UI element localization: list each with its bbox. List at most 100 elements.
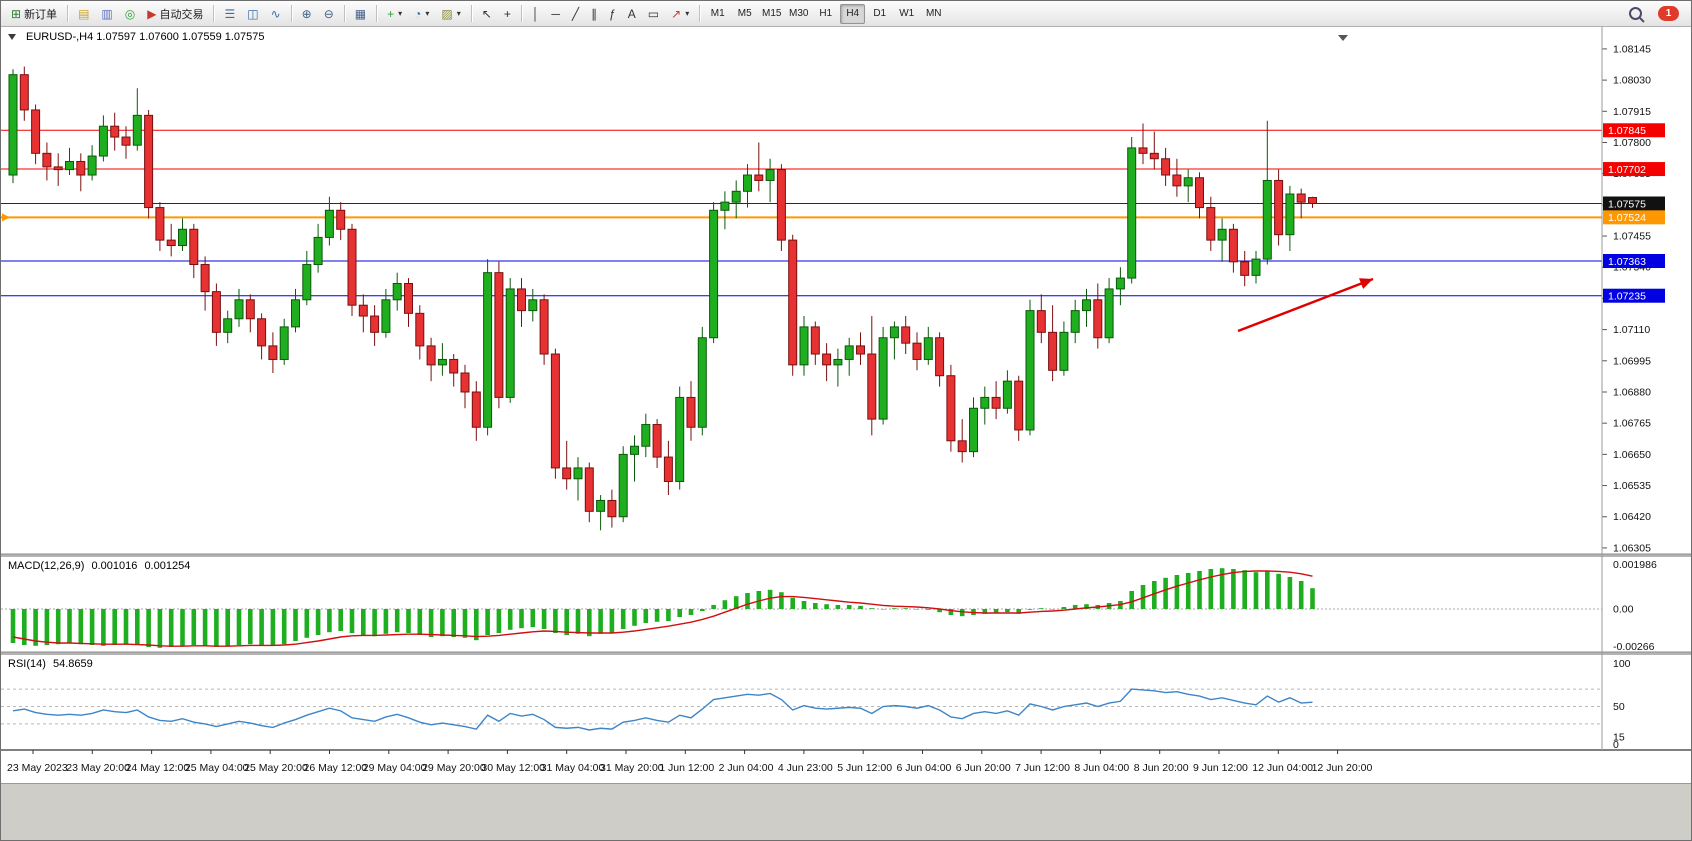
candle [957,419,967,463]
crosshair-button[interactable]: + [499,4,516,24]
timeframe-mn-button[interactable]: MN [921,4,946,24]
macd-histogram-bar [677,609,682,617]
macd-histogram-bar [496,609,502,633]
candle [1161,147,1171,186]
notification-badge[interactable]: 1 [1658,6,1679,21]
candle [539,294,549,365]
price-axis-label: 1.07915 [1613,106,1651,118]
macd-histogram-bar [813,603,818,609]
period-button[interactable]: ◔ ▾ [409,4,434,24]
macd-histogram-bar [1140,585,1146,609]
candle [268,332,278,374]
macd-histogram-bar [733,596,739,609]
candle [1048,305,1058,382]
timeframe-h1-button[interactable]: H1 [813,4,838,24]
candle [709,202,719,344]
timeframe-m15-button[interactable]: M15 [759,4,784,24]
candle [844,337,854,376]
macd-histogram-bar [1005,609,1010,613]
new-order-button[interactable]: ⊞ 新订单 [6,4,62,24]
candle [901,316,911,355]
macd-histogram-bar [1163,577,1168,609]
macd-histogram-bar [372,609,377,637]
candle [1251,250,1261,284]
candle [799,316,809,376]
trend-arrow-annotation[interactable] [1237,277,1374,333]
macd-histogram-bar [44,609,50,645]
macd-histogram-bar [1219,568,1225,609]
macd-histogram-bar [745,593,750,609]
chart-background [1,27,1691,783]
macd-histogram-bar [89,609,95,645]
horizontal-line-button[interactable]: ─ [546,4,565,24]
arrows-button[interactable]: ↗ ▾ [666,4,694,24]
macd-histogram-bar [270,609,276,646]
macd-histogram-bar [982,609,988,614]
macd-histogram-bar [948,609,954,615]
macd-histogram-bar [1253,572,1259,609]
one-click-trading-toggle[interactable] [8,34,16,40]
candle [279,318,289,365]
time-axis-label: 2 Jun 04:00 [719,762,774,774]
market-watch-button[interactable]: ▥ [96,4,117,24]
timeframe-m5-button[interactable]: M5 [732,4,757,24]
macd-histogram-bar [779,592,784,609]
candlestick-chart-button[interactable]: ◫ [242,4,263,24]
bar-chart-button[interactable]: ☰ [219,4,240,24]
candle [946,364,956,452]
autotrading-button[interactable]: ▶ 自动交易 [142,4,208,24]
candle [404,278,413,327]
vertical-line-button[interactable]: │ [527,4,545,24]
rsi-axis-label: 50 [1613,701,1625,713]
candle [223,310,233,344]
macd-histogram-bar [892,608,897,609]
timeframe-d1-button[interactable]: D1 [867,4,892,24]
macd-axis-label: 0.001986 [1613,559,1657,571]
panel-separator[interactable] [1,652,1692,655]
search-button[interactable] [1624,4,1647,24]
candle [426,337,436,382]
tile-windows-button[interactable]: ▦ [350,4,371,24]
add-indicator-button[interactable]: + ▾ [382,4,407,24]
timeframe-m30-button[interactable]: M30 [786,4,811,24]
candle [1070,299,1080,344]
add-indicator-icon: + [387,6,395,21]
trendline-button[interactable]: ╱ [567,4,584,24]
cursor-button[interactable]: ↖ [477,4,497,24]
macd-histogram-bar [462,609,468,638]
timeframe-m1-button[interactable]: M1 [705,4,730,24]
navigator-button[interactable]: ◎ [120,4,140,24]
timeframe-h4-button[interactable]: H4 [840,3,866,24]
charts-button[interactable]: ▤ [73,4,94,24]
template-button[interactable]: ▨ ▾ [436,4,465,24]
macd-histogram-bar [824,604,829,609]
macd-histogram-bar [1072,605,1078,609]
zoom-out-button[interactable]: ⊖ [319,4,339,24]
candle [810,321,820,365]
autotrading-button-label: 自动交易 [159,8,204,21]
workspace-background [1,783,1691,840]
toolbar-separator [699,5,701,22]
toolbar-separator [376,5,378,22]
chart-canvas[interactable]: 1.081451.080301.079151.078001.076851.075… [1,27,1692,783]
candle [935,332,945,387]
time-axis-label: 25 May 04:00 [185,762,249,774]
candle [358,294,368,333]
channel-button[interactable]: ∥ [586,4,602,24]
line-chart-button[interactable]: ∿ [266,4,286,24]
text-button[interactable]: A [623,4,641,24]
candle [494,261,504,409]
zoom-in-button[interactable]: ⊕ [297,4,317,24]
macd-histogram-bar [315,609,321,635]
fibonacci-button[interactable]: ƒ [604,4,621,24]
text-label-button[interactable]: ▭ [643,4,664,24]
time-axis-label: 25 May 20:00 [244,762,308,774]
price-axis-label: 1.06650 [1613,449,1651,461]
panel-separator[interactable] [1,554,1692,557]
toolbar-separator [213,5,215,22]
chart-shift-marker[interactable] [1338,35,1348,41]
macd-histogram-bar [587,609,592,637]
macd-histogram-bar [1231,569,1236,609]
timeframe-w1-button[interactable]: W1 [894,4,919,24]
candle [675,386,685,490]
